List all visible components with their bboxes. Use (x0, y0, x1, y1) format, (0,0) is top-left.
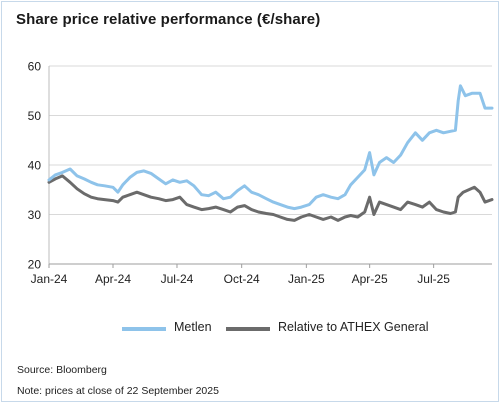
axes (48, 66, 492, 265)
y-axis-ticks: 20 30 40 50 60 (28, 60, 42, 272)
x-tick-label-apr-24: Apr-24 (95, 272, 131, 286)
legend-swatch-relative (226, 327, 270, 331)
legend-swatch-metlen (122, 327, 166, 331)
grid-lines (49, 65, 492, 215)
y-tick-label-30: 30 (28, 208, 42, 222)
x-tick-label-jul-24: Jul-24 (161, 272, 194, 286)
source-note: Source: Bloomberg (17, 364, 107, 376)
y-tick-label-60: 60 (28, 60, 42, 74)
price-note: Note: prices at close of 22 September 20… (17, 385, 219, 397)
x-tick-label-apr-25: Apr-25 (352, 272, 388, 286)
x-axis-ticks: Jan-24 Apr-24 Jul-24 Oct-24 Jan-25 Apr-25 Jul-… (31, 264, 450, 286)
y-tick-label-40: 40 (28, 159, 42, 173)
legend-label-metlen: Metlen (174, 320, 212, 334)
x-tick-label-jan-25: Jan-25 (288, 272, 325, 286)
y-tick-label-20: 20 (28, 258, 42, 272)
series-line-relative-athex (47, 174, 494, 222)
x-tick-label-jul-25: Jul-25 (417, 272, 450, 286)
legend-label-relative: Relative to ATHEX General (278, 320, 429, 334)
series-lines (47, 84, 494, 222)
chart-title: Share price relative performance (€/shar… (16, 11, 321, 28)
x-tick-label-oct-24: Oct-24 (224, 272, 260, 286)
x-tick-label-jan-24: Jan-24 (31, 272, 68, 286)
series-line-metlen (47, 84, 494, 211)
y-tick-label-50: 50 (28, 109, 42, 123)
